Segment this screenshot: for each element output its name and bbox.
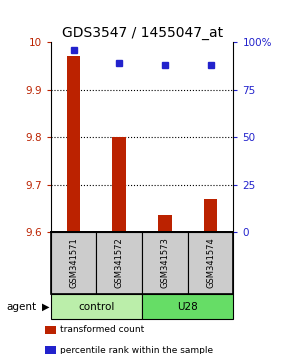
Bar: [113, 137, 126, 232]
Text: GSM341574: GSM341574: [206, 238, 215, 288]
Text: U28: U28: [177, 302, 198, 312]
Text: control: control: [78, 302, 115, 312]
Bar: [67, 56, 80, 232]
Text: percentile rank within the sample: percentile rank within the sample: [60, 346, 213, 354]
Text: GSM341572: GSM341572: [115, 238, 124, 288]
Bar: [204, 199, 218, 232]
Text: transformed count: transformed count: [60, 325, 145, 335]
Text: GSM341571: GSM341571: [69, 238, 78, 288]
Title: GDS3547 / 1455047_at: GDS3547 / 1455047_at: [61, 26, 223, 40]
Text: GSM341573: GSM341573: [160, 238, 169, 288]
Bar: [158, 215, 172, 232]
Text: agent: agent: [6, 302, 36, 312]
Text: ▶: ▶: [42, 302, 49, 312]
